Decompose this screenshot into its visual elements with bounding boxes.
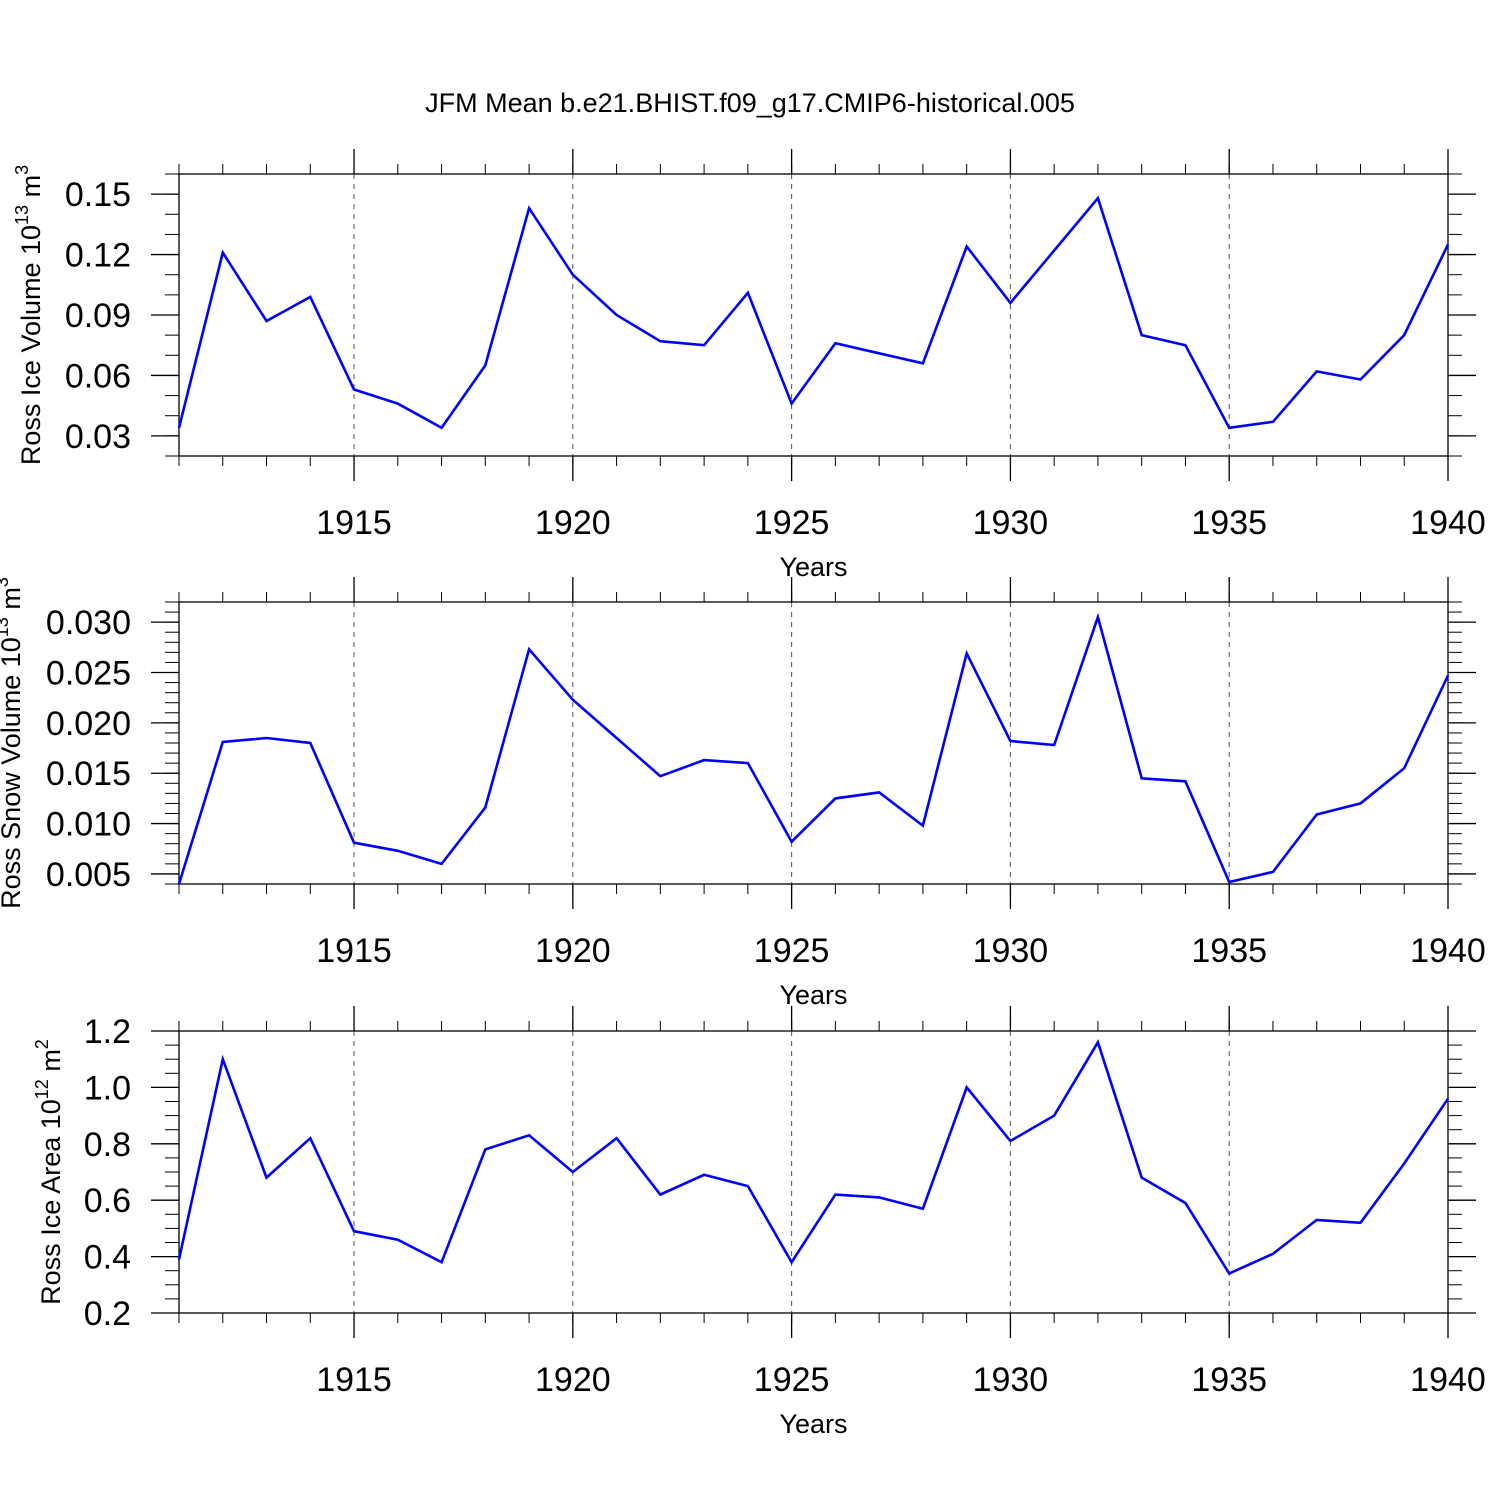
x-tick-label: 1920 xyxy=(535,1361,611,1399)
x-axis-label: Years xyxy=(779,1409,847,1439)
chart-panel-3: 1915 1920 1925 1930 1935 1940 0.2 0.4 0.6 0.8 1.0 1… xyxy=(32,1006,1486,1439)
x-axis-label: Years xyxy=(779,552,847,582)
panels: 1915 1920 1925 1930 1935 1940 0.03 0.06 0.09 0.12… xyxy=(0,149,1486,1439)
y-tick-label: 0.025 xyxy=(46,655,131,693)
series-line xyxy=(177,195,1450,430)
y-tick-label: 0.12 xyxy=(65,237,131,275)
chart-panel-1: 1915 1920 1925 1930 1935 1940 0.03 0.06 0.09 0.12… xyxy=(12,149,1486,582)
y-tick-label: 0.06 xyxy=(65,357,131,395)
y-tick-label: 1.2 xyxy=(84,1013,131,1051)
x-tick-label: 1935 xyxy=(1191,932,1267,970)
y-tick-label: 0.15 xyxy=(65,176,131,214)
x-tick-label: 1920 xyxy=(535,932,611,970)
y-tick-label: 0.2 xyxy=(84,1295,131,1333)
y-tick-label: 0.8 xyxy=(84,1126,131,1164)
y-axis-label: Ross Snow Volume 1013 m3 xyxy=(0,577,26,909)
x-tick-label: 1940 xyxy=(1410,504,1486,542)
y-axis-label: Ross Ice Volume 1013 m3 xyxy=(12,165,46,465)
chart-title: JFM Mean b.e21.BHIST.f09_g17.CMIP6-histo… xyxy=(425,88,1075,118)
y-tick-label: 0.030 xyxy=(46,604,131,642)
y-tick-label: 0.005 xyxy=(46,856,131,894)
y-tick-label: 0.6 xyxy=(84,1182,131,1220)
series-line xyxy=(177,1039,1450,1276)
x-tick-label: 1940 xyxy=(1410,932,1486,970)
plot-frame xyxy=(178,601,1449,885)
plot-frame xyxy=(178,173,1449,457)
x-tick-label: 1925 xyxy=(754,1361,830,1399)
y-axis-label: Ross Ice Area 1012 m2 xyxy=(32,1039,66,1305)
y-tick-label: 0.015 xyxy=(46,755,131,793)
x-tick-label: 1925 xyxy=(754,932,830,970)
x-tick-label: 1930 xyxy=(973,1361,1049,1399)
y-tick-label: 0.020 xyxy=(46,705,131,743)
x-tick-label: 1915 xyxy=(316,932,392,970)
y-tick-label: 0.03 xyxy=(65,418,131,456)
chart-panel-2: 1915 1920 1925 1930 1935 1940 0.005 0.010 0.015 0… xyxy=(0,577,1486,1010)
x-tick-label: 1925 xyxy=(754,504,830,542)
y-tick-label: 0.010 xyxy=(46,806,131,844)
y-tick-label: 0.09 xyxy=(65,297,131,335)
series-line xyxy=(177,612,1450,885)
y-tick-label: 0.4 xyxy=(84,1239,131,1277)
x-tick-label: 1935 xyxy=(1191,1361,1267,1399)
x-tick-label: 1915 xyxy=(316,1361,392,1399)
plot-frame xyxy=(178,1030,1449,1314)
x-tick-label: 1930 xyxy=(973,932,1049,970)
x-tick-label: 1930 xyxy=(973,504,1049,542)
x-axis-label: Years xyxy=(779,980,847,1010)
x-tick-label: 1940 xyxy=(1410,1361,1486,1399)
x-tick-label: 1935 xyxy=(1191,504,1267,542)
x-tick-label: 1920 xyxy=(535,504,611,542)
y-tick-label: 1.0 xyxy=(84,1069,131,1107)
x-tick-label: 1915 xyxy=(316,504,392,542)
